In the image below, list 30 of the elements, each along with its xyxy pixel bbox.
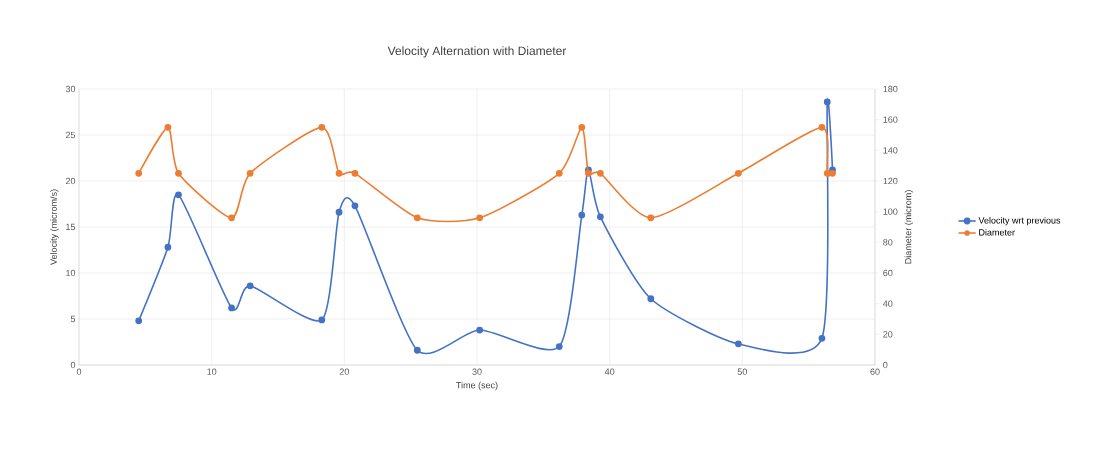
y-axis-title: Velocity (microm/s): [50, 189, 59, 265]
y-tick-label: 5: [70, 315, 76, 323]
y-tick-label: 25: [65, 131, 76, 139]
y2-tick-label: 60: [883, 269, 893, 277]
x-tick-label: 50: [737, 368, 747, 375]
y2-axis-title: Diameter (microm): [904, 190, 914, 264]
x-tick-label: 30: [472, 368, 482, 375]
y2-tick-label: 160: [883, 116, 898, 123]
y2-tick-label: 20: [883, 331, 893, 338]
x-tick-label: 20: [339, 368, 349, 375]
y2-tick-label: 0: [883, 361, 888, 369]
y-tick-label: 10: [66, 269, 76, 277]
y2-tick-label: 140: [883, 147, 898, 154]
y-tick-label: 30: [65, 85, 76, 93]
y2-tick-label: 40: [883, 300, 893, 307]
y-tick-label: 0: [70, 361, 76, 369]
x-tick-label: 10: [207, 368, 217, 375]
y2-tick-label: 180: [883, 85, 898, 93]
y-tick-label: 15: [66, 223, 76, 231]
x-tick-label: 0: [76, 368, 82, 375]
y2-tick-label: 120: [883, 177, 898, 185]
y2-tick-label: 80: [883, 239, 893, 246]
x-axis-title: Time (sec): [456, 381, 498, 391]
x-tick-label: 60: [870, 368, 880, 375]
legend-label: Diameter: [979, 228, 1015, 236]
chart-title: Velocity Alternation with Diameter: [387, 46, 567, 58]
x-tick-label: 40: [604, 368, 615, 375]
legend-label: Velocity wrt previous: [978, 216, 1061, 226]
y-tick-label: 20: [65, 177, 76, 185]
y2-tick-label: 100: [883, 208, 898, 215]
